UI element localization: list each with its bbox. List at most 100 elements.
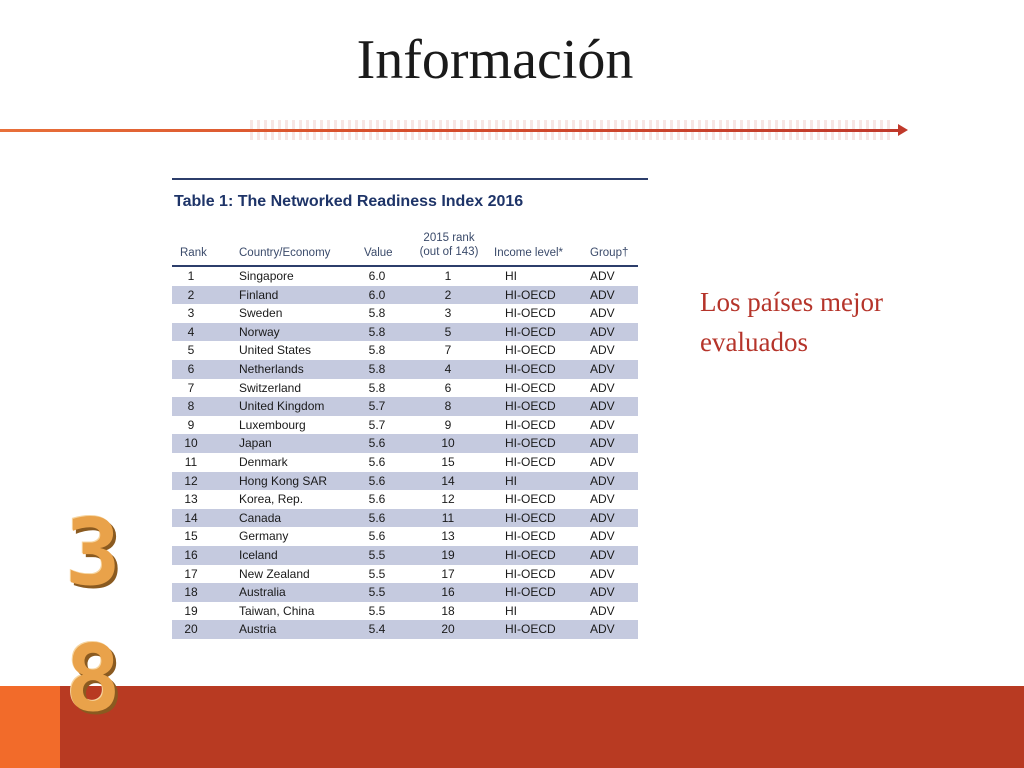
footer-accent xyxy=(0,686,60,768)
cell-group: ADV xyxy=(590,529,615,544)
cell-group: ADV xyxy=(590,343,615,358)
cell-rank: 12 xyxy=(184,473,198,488)
cell-group: ADV xyxy=(590,306,615,321)
cell-prev-rank: 1 xyxy=(444,269,452,283)
table-row: 5 United States 5.8 7 HI-OECD ADV xyxy=(172,341,638,360)
cell-group: ADV xyxy=(590,287,615,302)
cell-prev-rank: 10 xyxy=(441,436,455,451)
title-divider xyxy=(0,129,900,132)
cell-group: ADV xyxy=(590,492,615,507)
cell-country: Australia xyxy=(239,585,286,600)
cell-prev-rank: 15 xyxy=(441,454,455,469)
cell-country: Hong Kong SAR xyxy=(239,473,328,488)
cell-income: HI-OECD xyxy=(505,510,556,525)
cell-rank: 10 xyxy=(184,436,198,451)
cell-group: ADV xyxy=(590,622,615,637)
cell-prev-rank: 19 xyxy=(441,547,455,562)
header-prev-rank: 2015 rank (out of 143) xyxy=(410,231,488,259)
table-row: 13 Korea, Rep. 5.6 12 HI-OECD ADV xyxy=(172,490,638,509)
page-number-digit-2: 8 xyxy=(65,625,121,732)
cell-income: HI-OECD xyxy=(505,380,556,395)
cell-value: 5.6 xyxy=(368,492,386,507)
cell-income: HI-OECD xyxy=(505,622,556,637)
cell-value: 5.6 xyxy=(368,473,386,488)
cell-prev-rank: 18 xyxy=(441,603,455,618)
cell-value: 5.8 xyxy=(368,306,386,321)
cell-rank: 11 xyxy=(184,454,198,469)
cell-value: 5.5 xyxy=(368,585,386,600)
cell-country: Denmark xyxy=(239,454,288,469)
cell-rank: 1 xyxy=(187,269,195,283)
cell-value: 5.4 xyxy=(368,622,386,637)
cell-value: 5.6 xyxy=(368,436,386,451)
cell-rank: 9 xyxy=(187,417,195,432)
cell-country: Germany xyxy=(239,529,289,544)
cell-country: Norway xyxy=(239,324,280,339)
cell-country: Sweden xyxy=(239,306,283,321)
cell-income: HI-OECD xyxy=(505,454,556,469)
cell-prev-rank: 6 xyxy=(444,380,452,395)
table-row: 1 Singapore 6.0 1 HI ADV xyxy=(172,267,638,286)
cell-group: ADV xyxy=(590,417,615,432)
header-income: Income level* xyxy=(494,247,564,259)
divider-arrow-icon xyxy=(898,124,908,136)
cell-income: HI-OECD xyxy=(505,585,556,600)
table-row: 10 Japan 5.6 10 HI-OECD ADV xyxy=(172,434,638,453)
table-row: 6 Netherlands 5.8 4 HI-OECD ADV xyxy=(172,359,638,379)
cell-prev-rank: 3 xyxy=(444,306,452,321)
cell-value: 5.7 xyxy=(368,417,386,432)
header-prev-rank-line2: (out of 143) xyxy=(419,246,479,258)
slide-title: Información xyxy=(356,29,634,91)
cell-country: United Kingdom xyxy=(239,399,325,414)
cell-income: HI xyxy=(505,269,517,283)
cell-prev-rank: 17 xyxy=(441,566,455,581)
cell-rank: 6 xyxy=(187,361,195,376)
cell-income: HI-OECD xyxy=(505,547,556,562)
table-row: 8 United Kingdom 5.7 8 HI-OECD ADV xyxy=(172,397,638,416)
cell-country: Japan xyxy=(239,436,272,451)
table-row: 16 Iceland 5.5 19 HI-OECD ADV xyxy=(172,545,638,565)
cell-prev-rank: 2 xyxy=(444,287,452,302)
cell-value: 5.8 xyxy=(368,324,386,339)
cell-value: 5.8 xyxy=(368,343,386,358)
cell-rank: 19 xyxy=(184,603,198,618)
cell-value: 5.8 xyxy=(368,361,386,376)
cell-group: ADV xyxy=(590,361,615,376)
cell-country: United States xyxy=(239,343,312,358)
cell-rank: 8 xyxy=(187,399,195,414)
cell-rank: 5 xyxy=(187,343,195,358)
cell-prev-rank: 9 xyxy=(444,417,452,432)
readiness-index-table: Table 1: The Networked Readiness Index 2… xyxy=(172,178,648,639)
cell-group: ADV xyxy=(590,473,615,488)
header-rank: Rank xyxy=(180,247,207,259)
cell-rank: 15 xyxy=(184,529,198,544)
cell-prev-rank: 14 xyxy=(441,473,455,488)
cell-country: Luxembourg xyxy=(239,417,306,432)
cell-rank: 16 xyxy=(184,547,198,562)
table-row: 12 Hong Kong SAR 5.6 14 HI ADV xyxy=(172,471,638,491)
cell-group: ADV xyxy=(590,399,615,414)
cell-rank: 2 xyxy=(187,287,195,302)
cell-prev-rank: 8 xyxy=(444,399,452,414)
cell-country: Iceland xyxy=(239,547,278,562)
table-body: 1 Singapore 6.0 1 HI ADV 2 Finland 6.0 2 HI-OECD AD… xyxy=(172,267,648,639)
table-row: 14 Canada 5.6 11 HI-OECD ADV xyxy=(172,508,638,528)
cell-group: ADV xyxy=(590,269,615,283)
cell-group: ADV xyxy=(590,454,615,469)
cell-rank: 7 xyxy=(187,380,195,395)
table-row: 18 Australia 5.5 16 HI-OECD ADV xyxy=(172,583,638,602)
cell-value: 5.8 xyxy=(368,380,386,395)
cell-value: 5.5 xyxy=(368,547,386,562)
cell-rank: 4 xyxy=(187,324,195,339)
cell-income: HI-OECD xyxy=(505,529,556,544)
cell-value: 5.6 xyxy=(368,454,386,469)
header-country: Country/Economy xyxy=(239,247,331,259)
cell-country: New Zealand xyxy=(239,566,310,581)
table-caption: Table 1: The Networked Readiness Index 2… xyxy=(174,193,524,210)
cell-income: HI-OECD xyxy=(505,306,556,321)
cell-rank: 20 xyxy=(184,622,198,637)
table-row: 19 Taiwan, China 5.5 18 HI ADV xyxy=(172,602,638,621)
cell-value: 5.6 xyxy=(368,510,386,525)
cell-value: 6.0 xyxy=(368,269,386,283)
cell-group: ADV xyxy=(590,380,615,395)
